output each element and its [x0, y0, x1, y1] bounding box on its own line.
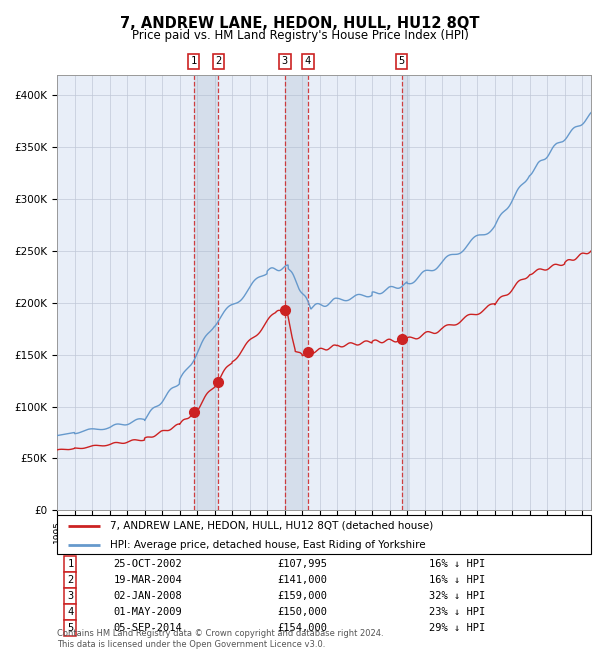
Text: HPI: Average price, detached house, East Riding of Yorkshire: HPI: Average price, detached house, East… [110, 540, 426, 550]
Text: 01-MAY-2009: 01-MAY-2009 [113, 607, 182, 617]
Text: 3: 3 [281, 57, 288, 66]
Text: 16% ↓ HPI: 16% ↓ HPI [430, 575, 485, 585]
Text: 2: 2 [67, 575, 73, 585]
Text: 4: 4 [67, 607, 73, 617]
Text: £150,000: £150,000 [278, 607, 328, 617]
Text: 7, ANDREW LANE, HEDON, HULL, HU12 8QT: 7, ANDREW LANE, HEDON, HULL, HU12 8QT [120, 16, 480, 31]
Text: 05-SEP-2014: 05-SEP-2014 [113, 623, 182, 632]
Text: 2: 2 [215, 57, 221, 66]
Text: 29% ↓ HPI: 29% ↓ HPI [430, 623, 485, 632]
FancyBboxPatch shape [57, 515, 591, 554]
Text: 7, ANDREW LANE, HEDON, HULL, HU12 8QT (detached house): 7, ANDREW LANE, HEDON, HULL, HU12 8QT (d… [110, 521, 434, 530]
Text: 25-OCT-2002: 25-OCT-2002 [113, 560, 182, 569]
Text: £159,000: £159,000 [278, 591, 328, 601]
Text: Contains HM Land Registry data © Crown copyright and database right 2024.
This d: Contains HM Land Registry data © Crown c… [57, 629, 383, 649]
Text: £141,000: £141,000 [278, 575, 328, 585]
Text: 4: 4 [305, 57, 311, 66]
Text: 02-JAN-2008: 02-JAN-2008 [113, 591, 182, 601]
Bar [194, 75, 218, 510]
Text: 3: 3 [67, 591, 73, 601]
Text: £107,995: £107,995 [278, 560, 328, 569]
Text: 1: 1 [67, 560, 73, 569]
Text: 16% ↓ HPI: 16% ↓ HPI [430, 560, 485, 569]
Text: £154,000: £154,000 [278, 623, 328, 632]
Text: Price paid vs. HM Land Registry's House Price Index (HPI): Price paid vs. HM Land Registry's House … [131, 29, 469, 42]
Text: 5: 5 [67, 623, 73, 632]
Text: 1: 1 [191, 57, 197, 66]
Text: 23% ↓ HPI: 23% ↓ HPI [430, 607, 485, 617]
Text: 32% ↓ HPI: 32% ↓ HPI [430, 591, 485, 601]
Bar [285, 75, 308, 510]
Text: 19-MAR-2004: 19-MAR-2004 [113, 575, 182, 585]
Text: 5: 5 [398, 57, 404, 66]
Bar [401, 75, 410, 510]
